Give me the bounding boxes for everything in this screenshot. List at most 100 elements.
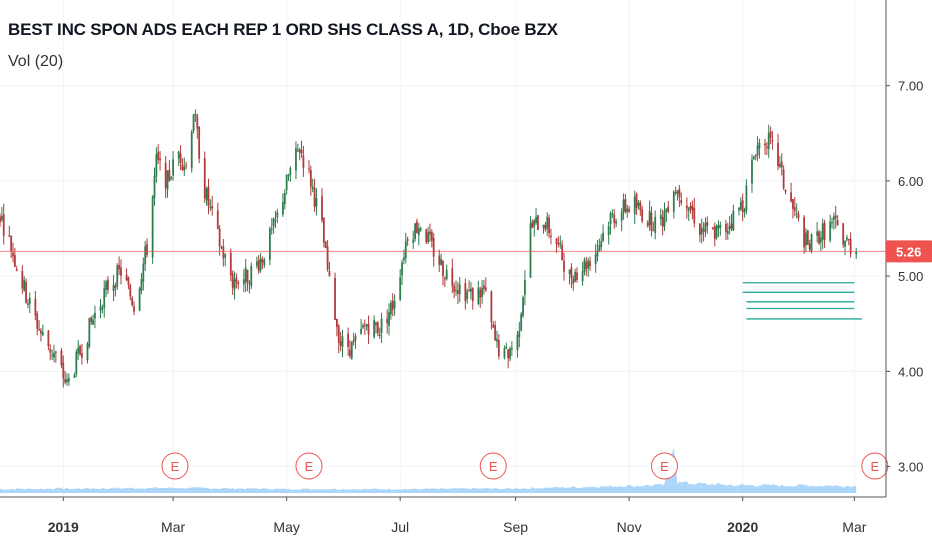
candle-down: [834, 215, 837, 219]
candle-down: [847, 239, 850, 241]
candle-down: [64, 379, 67, 383]
candle-down: [572, 278, 575, 284]
candle-up: [829, 221, 832, 241]
candle-down: [375, 322, 377, 326]
candle-up: [587, 260, 590, 269]
candle-down: [257, 260, 260, 272]
candle-down: [38, 329, 40, 331]
earnings-circle: [861, 452, 889, 480]
candle-down: [386, 318, 389, 324]
candle-up: [602, 232, 604, 241]
candle-down: [764, 143, 766, 146]
candle-down: [585, 261, 588, 269]
earnings-circle: [651, 452, 678, 480]
candle-up: [427, 232, 430, 242]
earnings-marker[interactable]: E: [295, 452, 323, 480]
candle-up: [23, 279, 26, 291]
candle-down: [118, 264, 121, 270]
candle-up: [209, 206, 212, 209]
candle-down: [730, 223, 733, 229]
candle-up: [626, 208, 629, 213]
candle-down: [127, 277, 130, 285]
candle-up: [138, 288, 141, 311]
candle-down: [334, 277, 336, 321]
earnings-marker[interactable]: E: [861, 452, 889, 480]
candle-up: [445, 269, 448, 280]
candle-down: [771, 140, 774, 142]
candle-down: [635, 193, 638, 208]
candle-down: [836, 220, 839, 226]
candle-down: [216, 210, 219, 230]
candle-up: [503, 348, 506, 358]
candle-up: [529, 223, 532, 278]
candle-down: [349, 349, 351, 356]
candle-down: [54, 351, 57, 353]
volume-area: [0, 447, 857, 493]
candle-down: [646, 222, 649, 227]
candle-up: [0, 216, 3, 220]
candle-down: [416, 221, 418, 234]
candle-down: [661, 216, 664, 227]
candle-up: [607, 226, 610, 235]
earnings-label: E: [305, 459, 314, 474]
candle-down: [324, 241, 327, 249]
candle-down: [693, 208, 696, 224]
candle-up: [844, 240, 846, 247]
candle-up: [663, 210, 666, 227]
candle-up: [440, 259, 443, 265]
candle-up: [726, 230, 729, 234]
candle-down: [207, 186, 210, 206]
candle-down: [650, 212, 653, 231]
candle-down: [678, 188, 681, 198]
candle-down: [849, 238, 852, 254]
candle-up: [751, 159, 753, 184]
candle-up: [654, 217, 657, 233]
candle-up: [378, 334, 381, 336]
candle-up: [194, 113, 197, 116]
candle-down: [198, 126, 201, 159]
candle-down: [443, 278, 446, 280]
candle-up: [99, 306, 102, 311]
candle-up: [276, 212, 279, 218]
candle-up: [779, 164, 781, 167]
candle-up: [105, 281, 107, 290]
candle-up: [598, 245, 601, 252]
candle-down: [352, 340, 355, 342]
candle-down: [114, 285, 117, 288]
candle-up: [388, 312, 390, 326]
candle-down: [261, 259, 264, 263]
candle-up: [855, 251, 858, 255]
candle-down: [628, 208, 631, 212]
candle-up: [362, 325, 364, 328]
earnings-marker[interactable]: E: [161, 452, 189, 480]
candle-down: [308, 168, 310, 170]
candle-down: [179, 153, 182, 164]
candle-up: [27, 303, 29, 305]
candle-up: [172, 159, 175, 176]
candle-up: [743, 209, 746, 213]
candle-down: [680, 200, 683, 203]
candle-down: [339, 341, 342, 346]
candle-up: [403, 257, 405, 261]
candle-up: [53, 353, 55, 358]
candle-down: [347, 333, 349, 348]
candle-up: [615, 221, 618, 224]
volume-indicator-label[interactable]: Vol (20): [8, 53, 64, 70]
candle-down: [613, 214, 616, 223]
candle-up: [101, 308, 104, 310]
earnings-marker[interactable]: E: [651, 452, 678, 480]
candle-down: [181, 164, 184, 170]
candle-down: [803, 217, 806, 248]
candle-down: [185, 165, 188, 167]
candle-down: [168, 169, 171, 181]
time-axis[interactable]: 2019 Mar May Jul Sep Nov 2020 Mar: [48, 497, 867, 535]
earnings-marker[interactable]: E: [479, 452, 507, 480]
candle-down: [8, 235, 11, 237]
candle-down: [497, 340, 500, 357]
candle-down: [777, 142, 779, 167]
price-tick-label: 7.00: [898, 79, 923, 94]
candle-up: [756, 145, 759, 156]
price-axis[interactable]: 3.00 4.00 5.00 6.00 7.00: [886, 79, 923, 475]
